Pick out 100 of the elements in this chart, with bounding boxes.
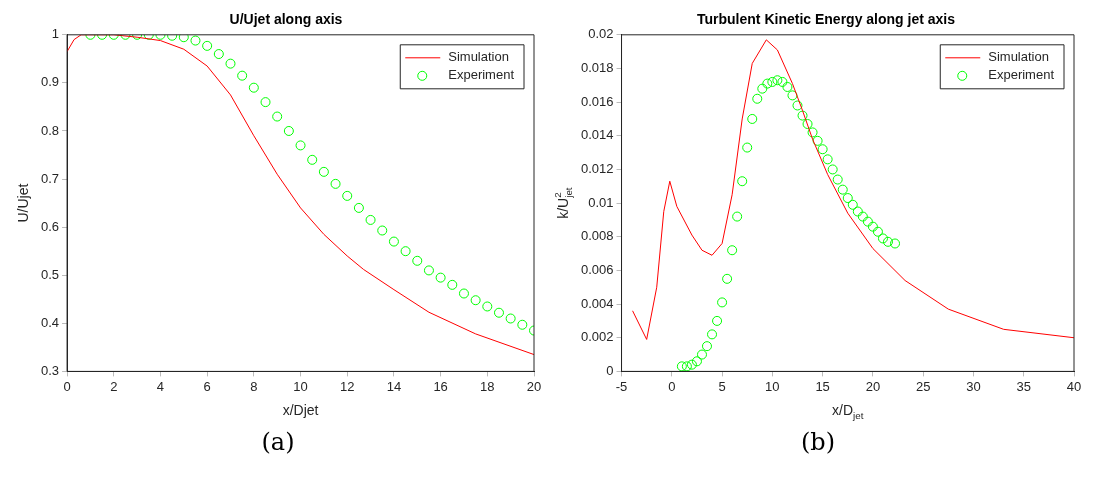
point — [890, 238, 901, 249]
legend-label: Experiment — [988, 67, 1055, 83]
point — [307, 154, 318, 165]
y-tick-label: 0.012 — [580, 161, 614, 177]
point — [837, 184, 848, 195]
point — [707, 329, 718, 340]
chart-title: U/Ujet along axis — [229, 11, 343, 28]
x-tick-label: 0 — [63, 378, 71, 394]
point — [782, 81, 793, 92]
point — [827, 164, 838, 175]
chart-title: Turbulent Kinetic Energy along jet axis — [696, 11, 956, 28]
x-tick-label: 18 — [480, 378, 495, 394]
point — [712, 315, 723, 326]
point — [213, 49, 224, 60]
point — [295, 140, 306, 151]
x-tick-label: -5 — [615, 378, 628, 394]
point — [702, 341, 712, 352]
point — [752, 93, 763, 104]
point — [802, 119, 813, 129]
x-axis-title: x/Djet — [282, 402, 319, 419]
y-tick-label: 0.014 — [580, 127, 614, 143]
point — [365, 214, 376, 225]
point — [852, 206, 863, 217]
point — [676, 361, 687, 372]
point — [283, 125, 294, 136]
x-tick-label: 0 — [668, 378, 676, 394]
y-tick-label: 0.9 — [40, 74, 60, 90]
x-tick-label: 12 — [339, 378, 355, 394]
y-tick-label: 0.6 — [40, 218, 60, 234]
point — [272, 111, 283, 122]
point — [872, 226, 883, 237]
point — [772, 75, 783, 86]
x-tick-label: 6 — [203, 378, 211, 394]
point — [318, 166, 329, 177]
x-tick-label: 14 — [386, 378, 402, 394]
x-tick-label: 8 — [250, 378, 258, 394]
point — [787, 90, 798, 101]
point — [178, 34, 189, 43]
x-tick-label: 20 — [526, 378, 542, 394]
x-tick-label: 10 — [293, 378, 308, 394]
point — [470, 295, 481, 306]
point — [867, 221, 878, 232]
point — [353, 202, 364, 213]
point — [388, 236, 399, 247]
y-tick-label: 0.004 — [580, 295, 614, 311]
legend-label: Experiment — [448, 67, 515, 83]
point — [792, 100, 803, 111]
y-tick-label: 0 — [606, 362, 614, 378]
y-tick-label: 0.02 — [588, 26, 614, 42]
point — [423, 265, 434, 276]
point — [757, 83, 768, 94]
x-tick-label: 15 — [815, 378, 830, 394]
point — [762, 78, 773, 89]
point — [767, 76, 778, 87]
point — [877, 233, 888, 244]
y-tick-label: 0.01 — [588, 194, 614, 210]
point — [458, 288, 469, 299]
point — [447, 279, 458, 290]
text: (a) — [260, 428, 296, 456]
x-tick-label: 25 — [915, 378, 931, 394]
x-tick-label: 35 — [1016, 378, 1031, 394]
point — [517, 319, 528, 330]
y-tick-label: 0.3 — [40, 362, 60, 378]
point — [412, 255, 423, 266]
y-tick-label: 0.4 — [40, 314, 60, 330]
x-tick-label: 2 — [110, 378, 118, 394]
point — [482, 301, 493, 312]
point — [857, 211, 868, 222]
point — [862, 216, 873, 227]
y-axis-title: U/Ujet — [14, 183, 31, 223]
point — [505, 313, 516, 324]
point — [225, 58, 236, 69]
y-tick-label: 0.008 — [580, 228, 614, 244]
point — [202, 40, 213, 51]
point — [342, 190, 353, 201]
point — [330, 178, 341, 189]
point — [400, 246, 411, 257]
y-tick-label: 0.5 — [40, 266, 60, 282]
y-tick-label: 0.8 — [40, 122, 60, 138]
x-tick-label: 20 — [865, 378, 881, 394]
point — [691, 356, 702, 367]
point — [812, 135, 823, 146]
y-tick-label: 0.006 — [580, 262, 614, 277]
x-tick-label: 5 — [718, 378, 726, 394]
point — [722, 273, 733, 284]
point — [260, 97, 271, 108]
point — [807, 127, 818, 138]
point — [493, 307, 504, 318]
point — [832, 174, 843, 185]
y-tick-label: 0.7 — [40, 170, 60, 186]
point — [686, 359, 697, 370]
point — [377, 225, 388, 236]
y-tick-label: 0.016 — [580, 93, 614, 109]
y-axis-title: k/U2jet — [552, 187, 574, 219]
y-tick-label: 0.018 — [580, 60, 614, 76]
x-tick-label: 40 — [1066, 378, 1082, 394]
point — [817, 144, 828, 155]
point — [248, 82, 259, 93]
point — [842, 193, 853, 204]
x-tick-label: 16 — [433, 378, 448, 394]
